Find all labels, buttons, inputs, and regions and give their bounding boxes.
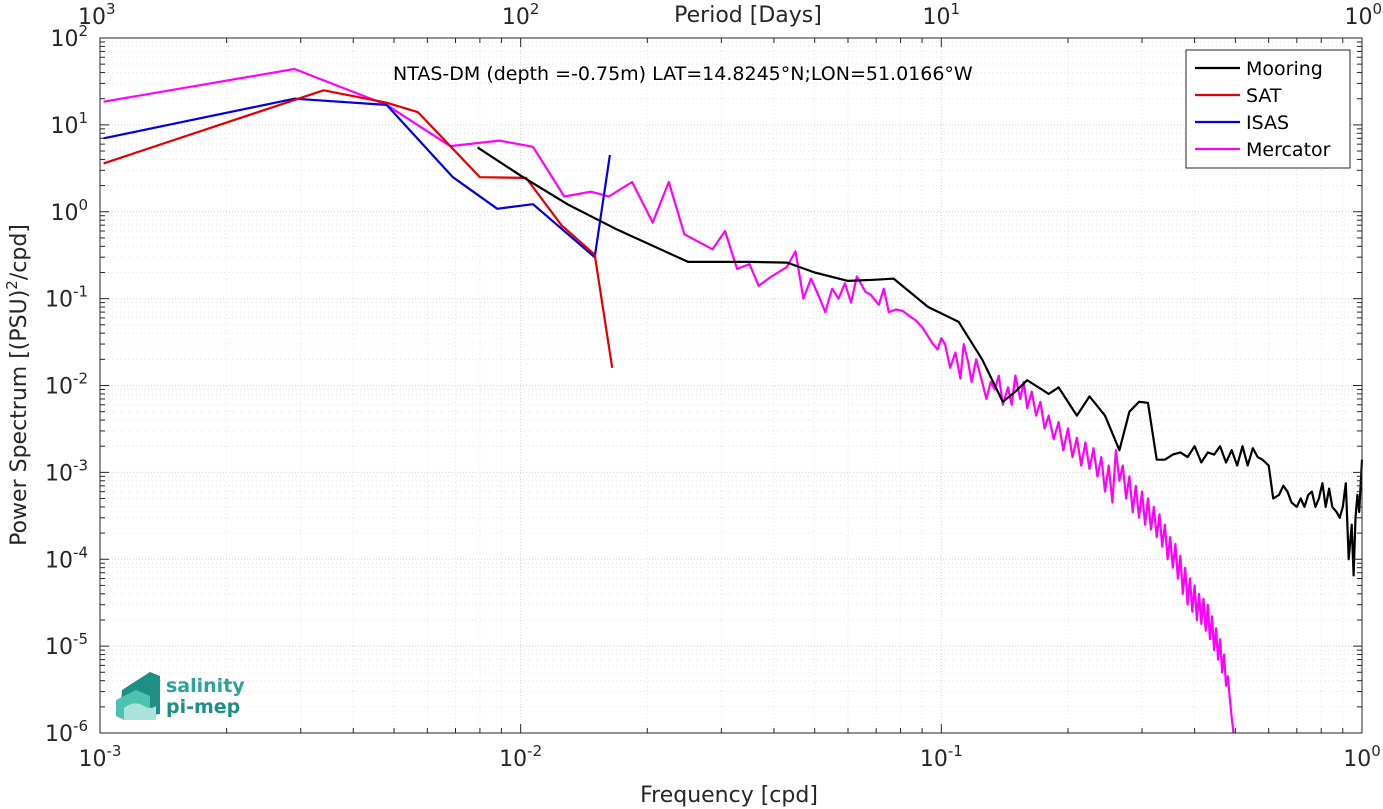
- series-line-mercator: [103, 67, 1235, 734]
- legend-label-isas: ISAS: [1246, 112, 1289, 134]
- tick-marks: [99, 37, 1363, 734]
- x-tick-label: 10-1: [920, 742, 963, 772]
- series-line-sat: [103, 89, 614, 368]
- x-tick-label: 10-2: [499, 742, 542, 772]
- y-axis-label-sup: 2: [3, 280, 21, 290]
- top-tick-label: 103: [78, 0, 116, 30]
- y-tick-label: 100: [50, 196, 88, 226]
- top-tick-label: 100: [1344, 0, 1382, 30]
- legend-label-mercator: Mercator: [1246, 139, 1331, 161]
- chart-title: NTAS-DM (depth =-0.75m) LAT=14.8245°N;LO…: [393, 63, 973, 85]
- y-tick-label: 10-6: [45, 717, 88, 747]
- legend: Mooring SAT ISAS Mercator: [1185, 49, 1351, 169]
- x-tick-label: 100: [1343, 742, 1381, 772]
- y-tick-label: 10-1: [45, 283, 88, 313]
- y-tick-label: 10-4: [45, 543, 88, 573]
- salinity-pi-mep-logo: salinity pi-mep: [116, 672, 245, 720]
- x-axis-label: Frequency [cpd]: [640, 783, 818, 808]
- y-tick-labels: 102 101 100 10-1 10-2 10-3 10-4 10-5 10-6: [45, 22, 88, 747]
- y-tick-label: 10-3: [45, 456, 88, 486]
- y-tick-label: 102: [50, 22, 88, 52]
- top-tick-labels: 103 102 101 100: [78, 0, 1382, 30]
- top-tick-label: 101: [923, 0, 961, 30]
- legend-label-sat: SAT: [1246, 85, 1282, 107]
- y-tick-label: 101: [50, 109, 88, 139]
- logo-line1: salinity: [166, 675, 245, 697]
- y-axis-label: Power Spectrum [(PSU)2/cpd]: [3, 224, 32, 546]
- series-layer: [103, 67, 1364, 734]
- x-tick-label: 10-3: [79, 742, 122, 772]
- major-grid: [99, 37, 1363, 734]
- y-axis-label-post: /cpd]: [7, 224, 32, 280]
- series-line-mooring: [476, 146, 1364, 577]
- y-tick-label: 10-2: [45, 370, 88, 400]
- top-tick-label: 102: [502, 0, 540, 30]
- salinity-logo-icon: [116, 672, 160, 720]
- x-tick-labels: 10-3 10-2 10-1 100: [79, 742, 1381, 772]
- series-line-isas: [103, 97, 611, 259]
- legend-label-mooring: Mooring: [1246, 58, 1323, 80]
- y-tick-label: 10-5: [45, 630, 88, 660]
- top-axis-label: Period [Days]: [674, 3, 822, 28]
- logo-line2: pi-mep: [166, 696, 240, 718]
- y-axis-label-pre: Power Spectrum [(PSU): [7, 290, 32, 546]
